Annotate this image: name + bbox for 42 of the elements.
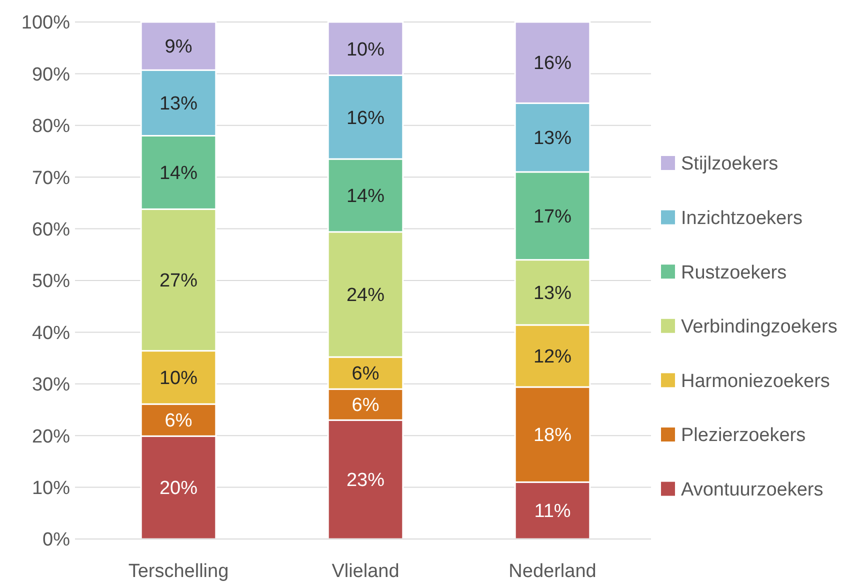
data-label: 13% bbox=[533, 128, 572, 150]
y-tick-label: 100% bbox=[21, 12, 70, 34]
data-label: 13% bbox=[159, 94, 198, 115]
data-label: 11% bbox=[534, 501, 571, 522]
data-label: 17% bbox=[533, 206, 572, 228]
legend-label: Harmoniezoekers bbox=[681, 370, 830, 392]
x-tick-label: Vlieland bbox=[332, 561, 400, 582]
y-tick-label: 70% bbox=[32, 168, 70, 189]
x-tick-label: Nederland bbox=[508, 561, 596, 582]
data-label: 14% bbox=[159, 163, 198, 184]
legend-label: Plezierzoekers bbox=[681, 425, 806, 446]
data-label: 24% bbox=[346, 285, 385, 306]
y-tick-label: 20% bbox=[32, 426, 70, 448]
data-label: 13% bbox=[533, 283, 572, 304]
legend-label: Inzichtzoekers bbox=[681, 208, 802, 229]
data-label: 18% bbox=[533, 425, 572, 446]
y-tick-label: 40% bbox=[32, 322, 70, 344]
y-tick-label: 10% bbox=[32, 478, 70, 499]
y-tick-label: 90% bbox=[32, 64, 70, 86]
data-label: 6% bbox=[164, 410, 192, 432]
data-label: 23% bbox=[346, 470, 385, 492]
y-tick-label: 50% bbox=[32, 271, 70, 292]
data-label: 12% bbox=[533, 346, 572, 368]
y-tick-label: 80% bbox=[32, 116, 70, 138]
data-label: 10% bbox=[159, 368, 198, 390]
y-tick-label: 60% bbox=[32, 219, 70, 240]
legend-label: Avontuurzoekers bbox=[681, 479, 824, 500]
x-tick-label: Terschelling bbox=[128, 561, 229, 582]
data-label: 6% bbox=[352, 395, 380, 416]
data-label: 14% bbox=[346, 186, 385, 208]
data-label: 20% bbox=[159, 478, 198, 500]
data-label: 10% bbox=[346, 39, 385, 60]
y-tick-label: 30% bbox=[32, 374, 70, 396]
legend-label: Verbindingzoekers bbox=[681, 316, 838, 338]
data-label: 27% bbox=[159, 270, 198, 292]
legend-label: Rustzoekers bbox=[681, 262, 787, 284]
data-label: 6% bbox=[352, 364, 380, 385]
y-tick-label: 0% bbox=[42, 530, 70, 551]
data-label: 16% bbox=[533, 53, 572, 74]
legend-label: Stijlzoekers bbox=[681, 154, 778, 175]
data-label: 9% bbox=[164, 36, 192, 58]
data-label: 16% bbox=[346, 108, 385, 129]
